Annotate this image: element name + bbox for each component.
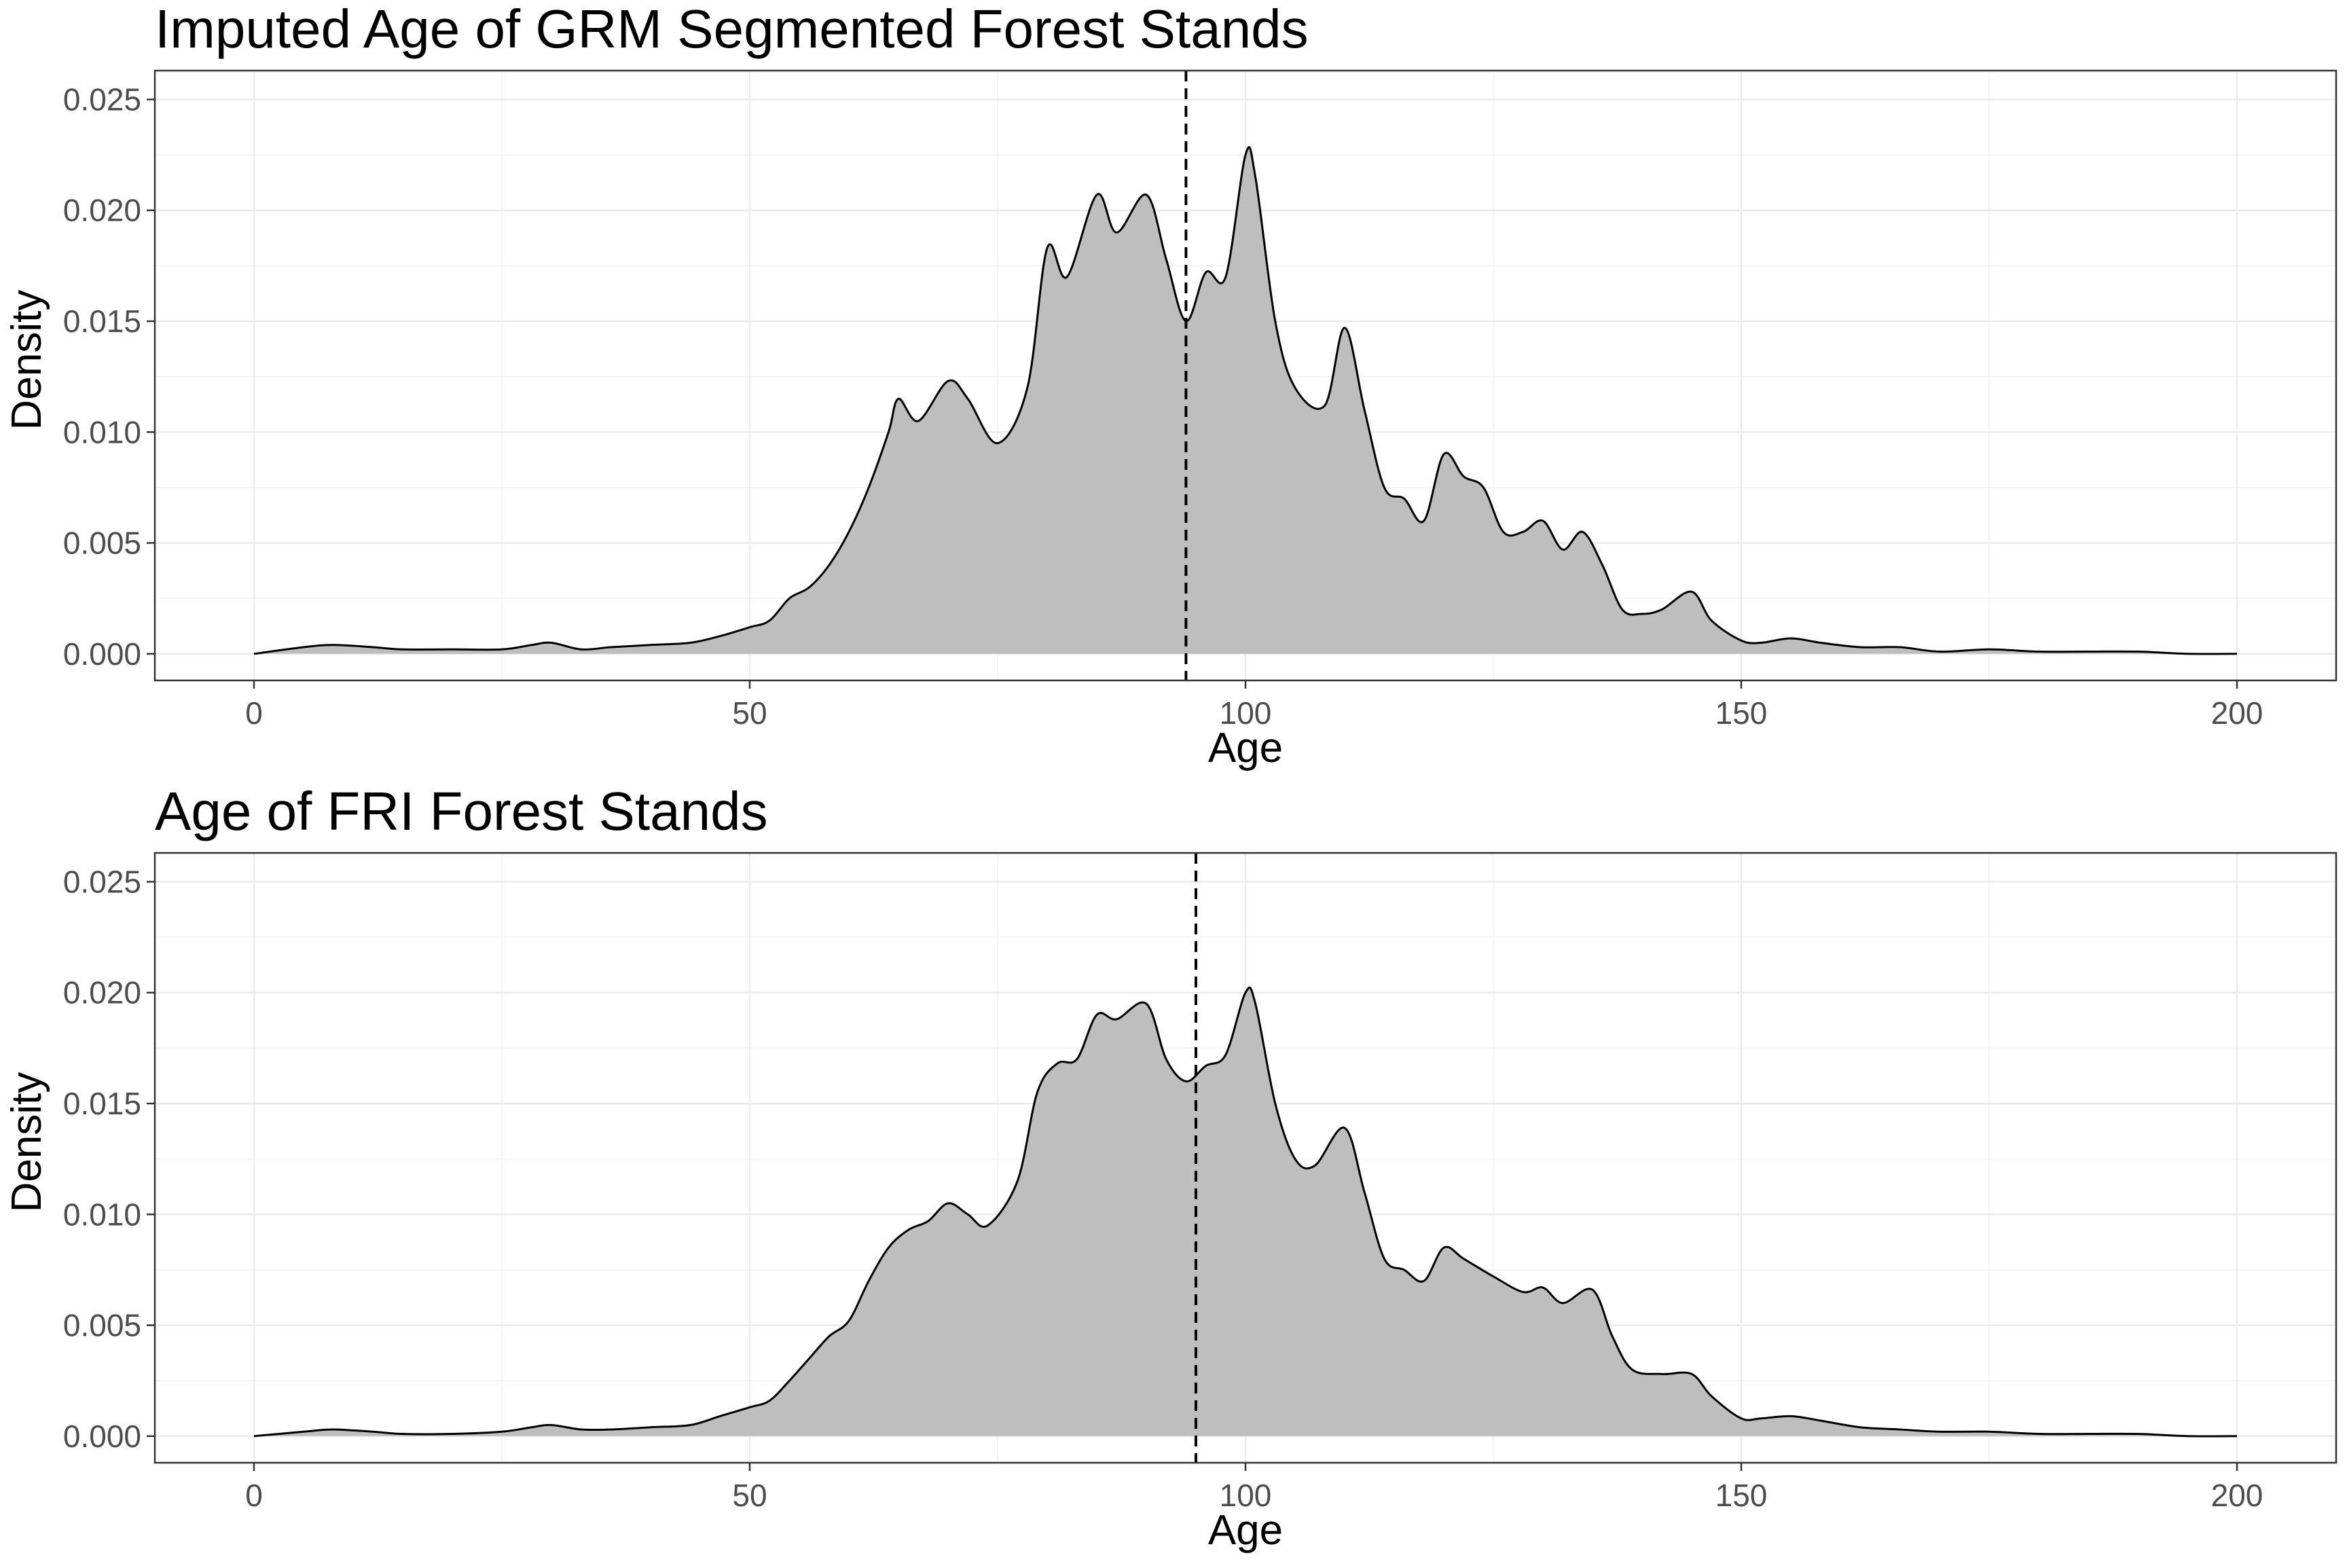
- x-axis-label: Age: [1208, 725, 1283, 771]
- y-axis-ticks: 0.000 0.005 0.010 0.015 0.020 0.025: [63, 81, 155, 672]
- x-axis-ticks: 0 50 100 150 200: [245, 680, 2263, 731]
- density-area: [254, 987, 2237, 1437]
- y-tick-label: 0.015: [63, 304, 141, 339]
- x-axis-label: Age: [1208, 1507, 1283, 1554]
- density-area: [254, 147, 2237, 655]
- x-tick-label: 50: [732, 1478, 767, 1513]
- y-tick-label: 0.025: [63, 81, 141, 117]
- y-axis-label: Density: [3, 1072, 50, 1213]
- y-tick-label: 0.025: [63, 864, 141, 899]
- x-tick-label: 200: [2211, 695, 2263, 731]
- chart-panel-2: Age of FRI Forest Stands Density 0 50 100 1…: [3, 781, 2337, 1554]
- density-curve: [253, 986, 2238, 1438]
- y-tick-label: 0.005: [63, 526, 141, 561]
- x-tick-label: 150: [1715, 1478, 1768, 1513]
- x-tick-label: 200: [2211, 1478, 2263, 1513]
- x-tick-label: 0: [245, 1478, 263, 1513]
- y-axis-label: Density: [3, 290, 50, 431]
- x-tick-label: 0: [245, 695, 263, 731]
- x-tick-label: 100: [1220, 695, 1272, 731]
- y-tick-label: 0.005: [63, 1308, 141, 1343]
- y-tick-label: 0.020: [63, 975, 141, 1010]
- y-tick-label: 0.000: [63, 636, 141, 672]
- x-tick-label: 150: [1715, 695, 1768, 731]
- y-axis-ticks: 0.000 0.005 0.010 0.015 0.020 0.025: [63, 864, 155, 1454]
- density-curve: [253, 146, 2238, 655]
- grid-lines: [155, 71, 2336, 680]
- y-tick-label: 0.015: [63, 1086, 141, 1121]
- y-tick-label: 0.000: [63, 1419, 141, 1454]
- x-axis-ticks: 0 50 100 150 200: [245, 1463, 2263, 1513]
- chart-title: Age of FRI Forest Stands: [155, 781, 768, 841]
- chart-title: Imputed Age of GRM Segmented Forest Stan…: [155, 0, 1309, 59]
- chart-panel-1: Imputed Age of GRM Segmented Forest Stan…: [3, 0, 2337, 771]
- x-tick-label: 50: [732, 695, 767, 731]
- x-tick-label: 100: [1220, 1478, 1272, 1513]
- y-tick-label: 0.020: [63, 193, 141, 228]
- y-tick-label: 0.010: [63, 1197, 141, 1232]
- y-tick-label: 0.010: [63, 414, 141, 450]
